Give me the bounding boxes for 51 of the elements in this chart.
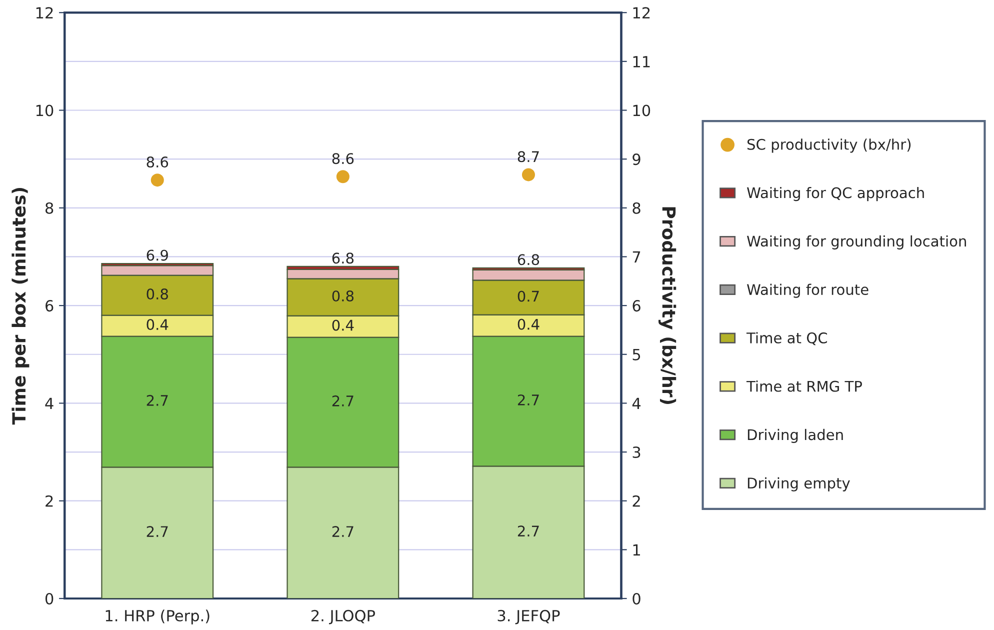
y-tick-label: 6	[46, 300, 54, 312]
total-label: 6.9	[146, 250, 168, 261]
data-label: 2.7	[332, 526, 354, 537]
data-label: 0.4	[332, 320, 354, 331]
y-tick-label: 2	[46, 495, 53, 507]
y2-tick-label: 8	[632, 202, 640, 214]
data-label: 2.7	[146, 394, 168, 406]
legend-label: SC productivity (bx/hr)	[747, 138, 911, 153]
y2-tick-label: 0	[632, 592, 640, 605]
data-label: 8.7	[518, 151, 539, 162]
y-tick-label: 8	[46, 202, 54, 214]
data-label: 0.4	[518, 318, 540, 330]
x-tick-label: 3. JEFQP	[498, 610, 560, 624]
y-tick-label: 4	[45, 398, 54, 410]
x-tick-label: 1. HRP (Perp.)	[106, 610, 210, 624]
data-label: 0.4	[146, 319, 168, 330]
y2-tick-label: 6	[632, 300, 640, 312]
data-label: 2.7	[146, 526, 168, 537]
legend-label: Time at QC	[746, 332, 827, 346]
y2-tick-label: 2	[632, 495, 640, 507]
legend-label: Time at RMG TP	[746, 380, 862, 392]
legend-label: Waiting for route	[746, 284, 868, 298]
y2-tick-label: 1	[633, 544, 640, 556]
y2-tick-label: 11	[633, 56, 650, 68]
legend-label: Waiting for grounding location	[746, 235, 966, 250]
data-label: 0.8	[146, 288, 168, 300]
data-label: 0.7	[518, 290, 539, 302]
total-label: 6.8	[518, 254, 540, 266]
x-tick-label: 2. JLOQP	[311, 610, 375, 624]
y2-tick-label: 4	[632, 398, 641, 410]
legend-label: Waiting for QC approach	[746, 186, 924, 202]
data-label: 0.8	[332, 290, 354, 302]
y2-tick-label: 9	[632, 154, 640, 166]
y-tick-label: 0	[45, 592, 54, 605]
y2-axis-title: Productivity (bx/hr)	[658, 207, 676, 404]
y2-tick-label: 5	[632, 349, 640, 360]
legend-label: Driving laden	[748, 428, 843, 444]
y2-tick-label: 12	[633, 7, 650, 18]
y-tick-label: 10	[36, 104, 54, 116]
y2-tick-label: 3	[632, 446, 640, 458]
legend-label: Driving empty	[748, 477, 850, 492]
data-label: 8.6	[146, 156, 168, 168]
data-label: 8.6	[332, 153, 354, 164]
data-label: 2.7	[518, 394, 539, 406]
data-label: 2.7	[518, 526, 539, 536]
data-label: 2.7	[332, 395, 354, 406]
y-axis-title: Time per box (minutes)	[12, 188, 30, 425]
total-label: 6.8	[332, 252, 354, 264]
y2-tick-label: 10	[633, 104, 650, 116]
y2-tick-label: 7	[632, 251, 640, 263]
y-tick-label: 12	[36, 7, 53, 18]
